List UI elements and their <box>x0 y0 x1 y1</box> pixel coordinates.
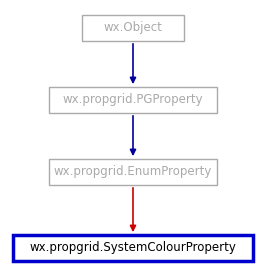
FancyBboxPatch shape <box>82 15 184 41</box>
FancyBboxPatch shape <box>13 235 253 261</box>
Text: wx.propgrid.EnumProperty: wx.propgrid.EnumProperty <box>54 165 212 178</box>
FancyBboxPatch shape <box>49 159 217 185</box>
Text: wx.propgrid.SystemColourProperty: wx.propgrid.SystemColourProperty <box>30 242 237 255</box>
Text: wx.propgrid.PGProperty: wx.propgrid.PGProperty <box>63 94 203 107</box>
Text: wx.Object: wx.Object <box>104 21 162 35</box>
FancyBboxPatch shape <box>49 87 217 113</box>
